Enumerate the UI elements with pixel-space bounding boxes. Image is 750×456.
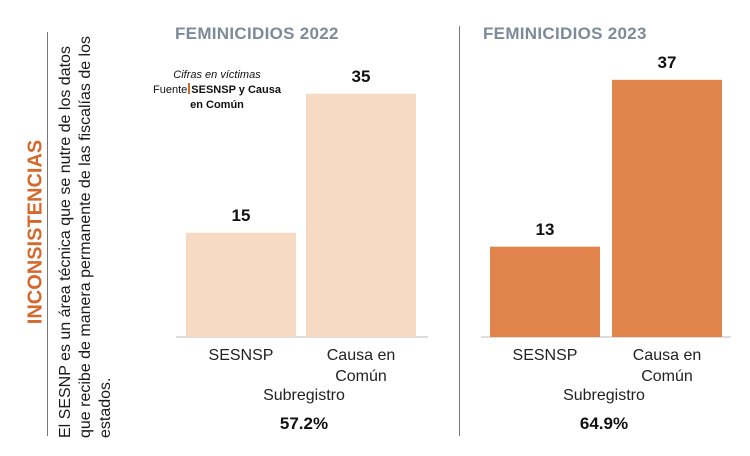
chart-title-2023: FEMINICIDIOS 2023 [483, 24, 647, 43]
value-label-2022-sesnsp: 15 [231, 205, 251, 225]
source-note: Cifras en víctimas Fuente SESNSP y Causa … [153, 68, 281, 113]
category-label-2022-causa: Causa en Común [326, 347, 396, 385]
bar-2022-causa [306, 93, 416, 337]
left-divider [47, 32, 48, 436]
source-text: SESNSP y Causa en Común [190, 84, 281, 111]
category-label-2023-sesnsp: SESNSP [512, 347, 578, 364]
chart-title-2022: FEMINICIDIOS 2022 [175, 24, 339, 43]
source-separator [188, 83, 191, 94]
category-label-2023-causa: Causa en Común [632, 347, 702, 385]
value-label-2022-causa: 35 [351, 66, 371, 86]
bar-2023-sesnsp [490, 246, 600, 337]
subregistro-value-2022: 57.2% [279, 414, 329, 433]
value-label-2023-causa: 37 [657, 52, 677, 72]
subregistro-value-2023: 64.9% [579, 414, 629, 433]
subregistro-label-2022: Subregistro [263, 387, 345, 404]
bar-2023-causa [612, 79, 722, 337]
panel-divider [459, 26, 460, 436]
category-label-2022-sesnsp: SESNSP [208, 347, 274, 364]
subregistro-label-2023: Subregistro [563, 387, 645, 404]
source-label: Fuente [153, 84, 188, 96]
value-label-2023-sesnsp: 13 [535, 219, 555, 239]
source-units: Cifras en víctimas [173, 69, 261, 81]
bar-2022-sesnsp [186, 232, 296, 337]
